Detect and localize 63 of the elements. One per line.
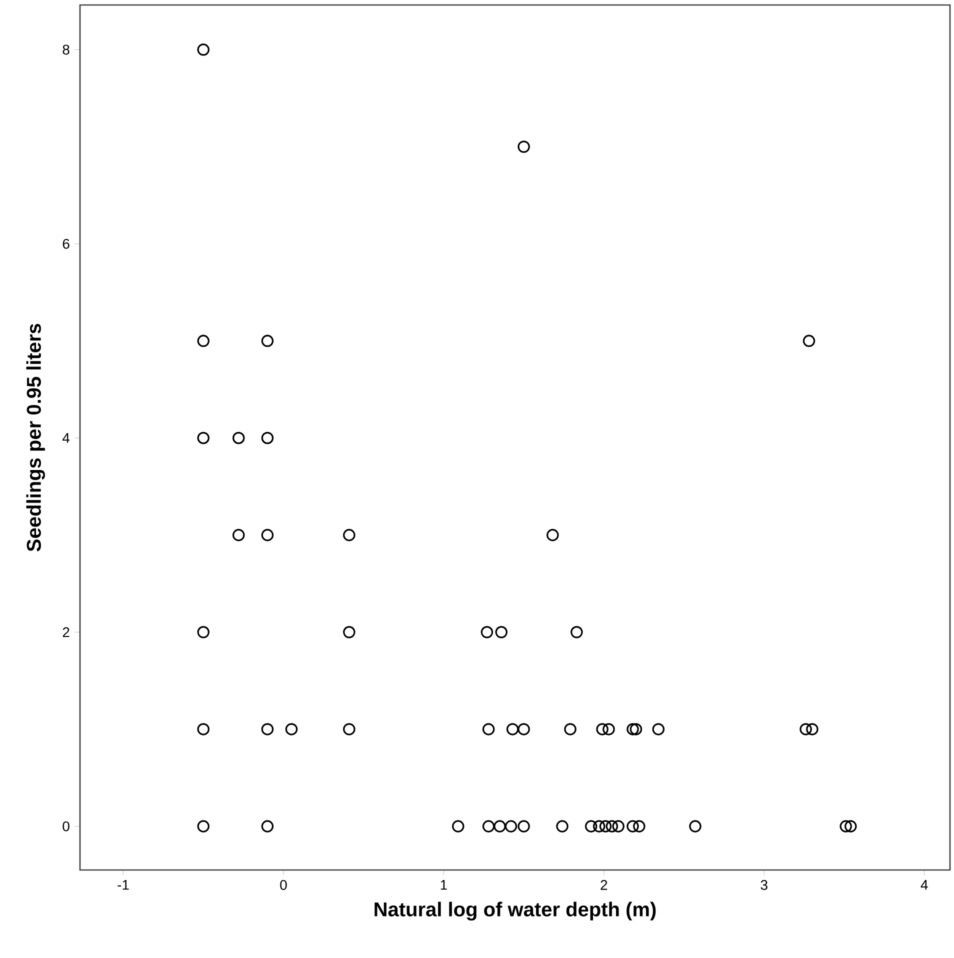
point <box>518 140 530 153</box>
point <box>343 626 356 638</box>
point <box>584 820 598 832</box>
point <box>806 723 818 736</box>
point <box>596 723 608 736</box>
point <box>602 723 615 736</box>
x-tick-label: -1 <box>118 880 129 890</box>
point <box>592 820 606 832</box>
point <box>197 820 210 832</box>
x-tick-label: 3 <box>760 880 768 890</box>
point <box>556 820 568 832</box>
y-tick-label: 8 <box>62 44 70 55</box>
y-tick-label: 0 <box>62 821 70 832</box>
point <box>261 432 274 444</box>
point <box>626 723 639 736</box>
point <box>232 432 245 444</box>
point <box>343 723 356 736</box>
point <box>633 820 646 832</box>
point <box>518 723 530 736</box>
x-tick-label: 2 <box>600 880 608 890</box>
point <box>800 723 812 736</box>
point <box>480 626 494 638</box>
x-tick-label: 0 <box>280 880 287 890</box>
point <box>494 820 506 832</box>
point <box>630 723 642 736</box>
point <box>261 820 274 832</box>
point <box>197 723 210 736</box>
y-tick-label: 2 <box>62 627 70 638</box>
point <box>652 723 665 736</box>
y-axis-title: Seedlings per 0.95 liters <box>26 324 46 552</box>
point <box>518 820 530 832</box>
point <box>546 528 559 542</box>
point <box>197 334 210 348</box>
y-tick-label: 4 <box>62 433 70 443</box>
point <box>285 723 298 736</box>
point <box>802 334 816 348</box>
point <box>197 626 210 638</box>
point <box>232 528 245 542</box>
point <box>495 626 508 638</box>
point <box>343 528 356 542</box>
point <box>626 820 639 832</box>
point <box>261 528 274 542</box>
point <box>689 820 702 832</box>
point <box>197 432 210 444</box>
point <box>197 44 210 56</box>
point <box>452 820 464 832</box>
x-axis-title: Natural log of water depth (m) <box>374 902 656 921</box>
point <box>482 820 495 832</box>
x-tick-label: 4 <box>920 880 928 890</box>
x-tick-label: 1 <box>440 880 447 890</box>
point <box>261 723 274 736</box>
point <box>570 626 583 638</box>
point <box>612 820 624 832</box>
point <box>844 820 857 832</box>
point <box>482 723 495 736</box>
y-tick-label: 6 <box>62 238 70 249</box>
point <box>261 334 274 348</box>
point <box>606 820 618 832</box>
point <box>504 820 518 832</box>
point <box>564 723 576 736</box>
point <box>840 820 852 832</box>
point <box>599 820 612 832</box>
point <box>506 723 519 736</box>
